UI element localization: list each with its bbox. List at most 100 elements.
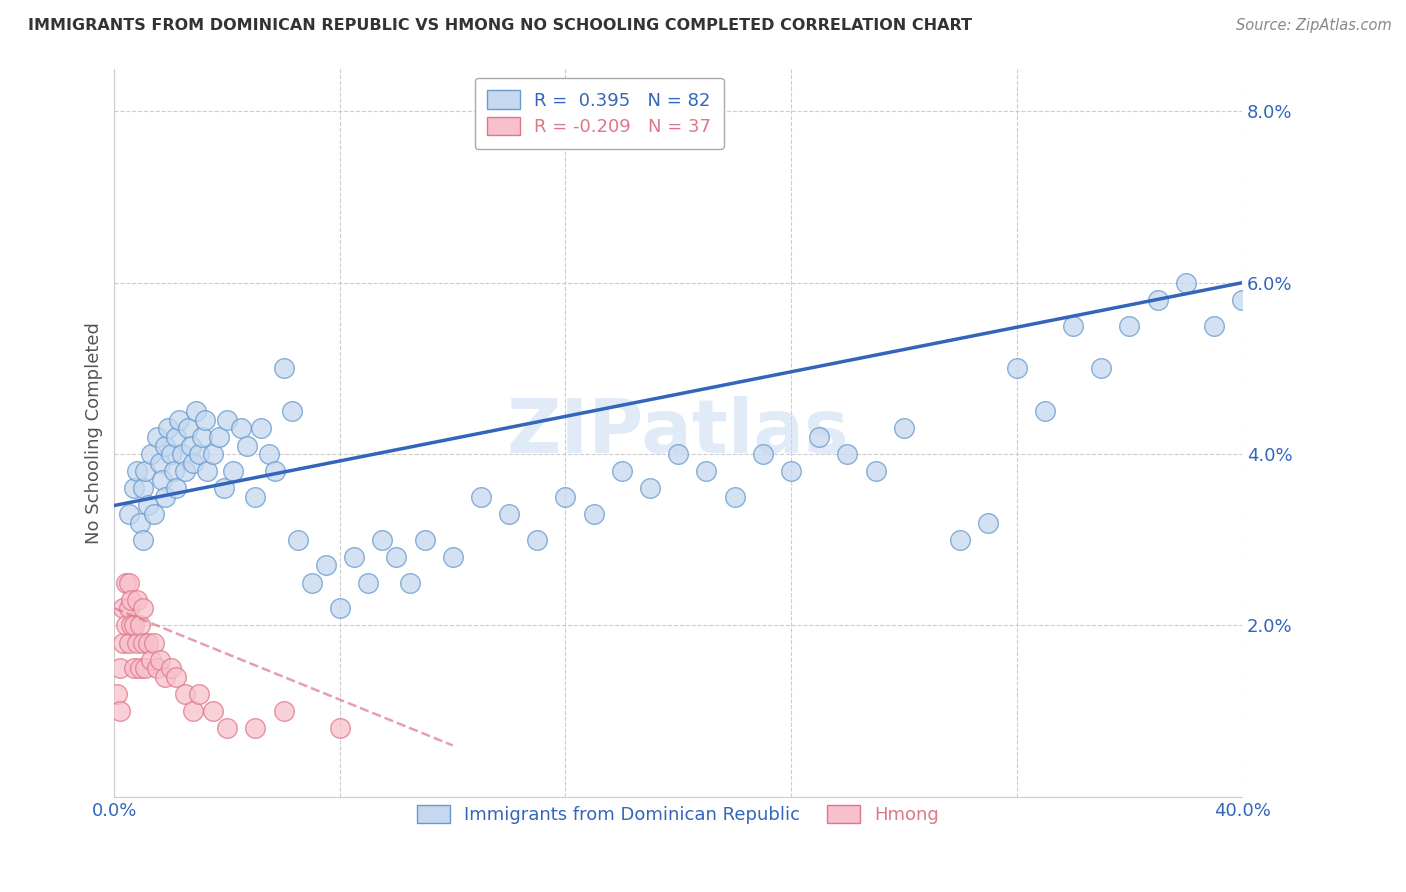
Point	[1090, 361, 1112, 376]
Text: ZIPatlas: ZIPatlas	[508, 396, 849, 469]
Point	[357, 575, 380, 590]
Point	[202, 447, 225, 461]
Point	[188, 447, 211, 461]
Point	[174, 687, 197, 701]
Point	[214, 481, 236, 495]
Point	[148, 456, 170, 470]
Point	[695, 464, 717, 478]
Point	[441, 549, 464, 564]
Point	[183, 704, 205, 718]
Point	[231, 421, 253, 435]
Point	[122, 661, 145, 675]
Point	[153, 490, 176, 504]
Point	[131, 481, 153, 495]
Point	[865, 464, 887, 478]
Point	[165, 430, 187, 444]
Point	[105, 687, 128, 701]
Point	[136, 635, 159, 649]
Point	[114, 575, 136, 590]
Point	[111, 635, 134, 649]
Point	[250, 421, 273, 435]
Point	[153, 438, 176, 452]
Point	[125, 464, 148, 478]
Point	[371, 533, 394, 547]
Point	[131, 533, 153, 547]
Point	[413, 533, 436, 547]
Point	[837, 447, 859, 461]
Point	[170, 447, 193, 461]
Point	[142, 507, 165, 521]
Point	[174, 464, 197, 478]
Point	[1230, 293, 1253, 307]
Point	[128, 618, 150, 632]
Point	[1118, 318, 1140, 333]
Point	[385, 549, 408, 564]
Point	[120, 592, 142, 607]
Point	[893, 421, 915, 435]
Point	[666, 447, 689, 461]
Point	[329, 721, 352, 735]
Point	[273, 704, 295, 718]
Point	[134, 661, 156, 675]
Point	[399, 575, 422, 590]
Point	[245, 721, 267, 735]
Point	[264, 464, 287, 478]
Legend: Immigrants from Dominican Republic, Hmong: Immigrants from Dominican Republic, Hmon…	[406, 794, 950, 835]
Point	[259, 447, 281, 461]
Point	[134, 464, 156, 478]
Point	[281, 404, 304, 418]
Point	[638, 481, 661, 495]
Point	[724, 490, 747, 504]
Point	[808, 430, 831, 444]
Point	[131, 635, 153, 649]
Point	[329, 601, 352, 615]
Point	[188, 687, 211, 701]
Point	[117, 601, 139, 615]
Point	[236, 438, 259, 452]
Point	[610, 464, 633, 478]
Point	[150, 473, 173, 487]
Point	[1202, 318, 1225, 333]
Point	[120, 618, 142, 632]
Point	[117, 635, 139, 649]
Point	[108, 704, 131, 718]
Point	[949, 533, 972, 547]
Point	[217, 413, 239, 427]
Point	[139, 653, 162, 667]
Point	[554, 490, 576, 504]
Point	[273, 361, 295, 376]
Point	[165, 481, 187, 495]
Point	[1062, 318, 1084, 333]
Point	[222, 464, 245, 478]
Point	[111, 601, 134, 615]
Point	[131, 601, 153, 615]
Point	[145, 430, 167, 444]
Point	[180, 438, 202, 452]
Point	[117, 575, 139, 590]
Point	[167, 413, 190, 427]
Point	[315, 558, 337, 573]
Point	[208, 430, 231, 444]
Point	[156, 421, 179, 435]
Point	[114, 618, 136, 632]
Point	[177, 421, 200, 435]
Point	[186, 404, 208, 418]
Point	[122, 481, 145, 495]
Point	[128, 661, 150, 675]
Point	[117, 507, 139, 521]
Point	[498, 507, 520, 521]
Point	[343, 549, 366, 564]
Point	[125, 635, 148, 649]
Point	[1146, 293, 1168, 307]
Point	[142, 635, 165, 649]
Text: Source: ZipAtlas.com: Source: ZipAtlas.com	[1236, 18, 1392, 33]
Point	[752, 447, 775, 461]
Point	[977, 516, 1000, 530]
Point	[287, 533, 309, 547]
Point	[136, 499, 159, 513]
Point	[217, 721, 239, 735]
Point	[122, 618, 145, 632]
Point	[245, 490, 267, 504]
Point	[128, 516, 150, 530]
Point	[148, 653, 170, 667]
